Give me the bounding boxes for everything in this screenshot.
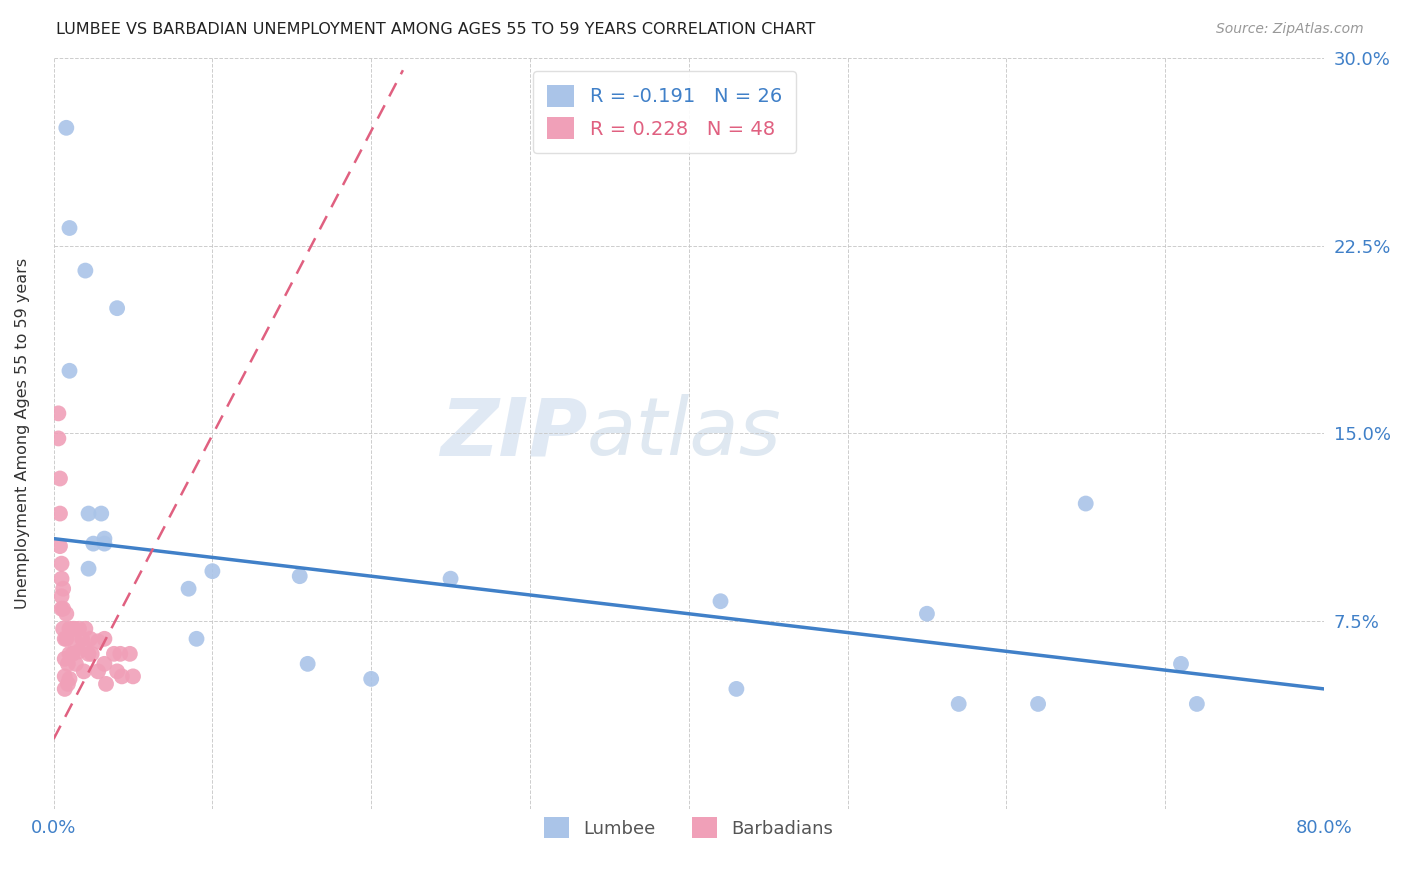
Point bbox=[439, 572, 461, 586]
Point bbox=[58, 221, 80, 235]
Point bbox=[87, 665, 110, 679]
Point bbox=[49, 539, 72, 553]
Point bbox=[58, 647, 80, 661]
Point bbox=[73, 640, 96, 654]
Point bbox=[118, 647, 141, 661]
Point bbox=[55, 607, 77, 621]
Legend: Lumbee, Barbadians: Lumbee, Barbadians bbox=[537, 810, 841, 846]
Point bbox=[948, 697, 970, 711]
Point bbox=[93, 632, 115, 646]
Point bbox=[70, 632, 93, 646]
Point bbox=[53, 632, 76, 646]
Point bbox=[105, 301, 128, 315]
Point bbox=[201, 564, 224, 578]
Point bbox=[62, 647, 84, 661]
Point bbox=[55, 120, 77, 135]
Point bbox=[49, 471, 72, 485]
Point bbox=[297, 657, 319, 671]
Point bbox=[1170, 657, 1192, 671]
Point bbox=[48, 432, 70, 446]
Point bbox=[48, 406, 70, 420]
Point bbox=[53, 669, 76, 683]
Point bbox=[87, 634, 110, 648]
Point bbox=[52, 601, 75, 615]
Point bbox=[103, 647, 125, 661]
Point bbox=[56, 677, 79, 691]
Point bbox=[51, 589, 73, 603]
Point bbox=[79, 632, 101, 646]
Text: Source: ZipAtlas.com: Source: ZipAtlas.com bbox=[1216, 22, 1364, 37]
Point bbox=[915, 607, 938, 621]
Point bbox=[52, 622, 75, 636]
Point bbox=[288, 569, 311, 583]
Point bbox=[360, 672, 382, 686]
Point bbox=[67, 622, 90, 636]
Point bbox=[82, 536, 104, 550]
Point bbox=[77, 507, 100, 521]
Point bbox=[1074, 497, 1097, 511]
Point bbox=[53, 652, 76, 666]
Point bbox=[56, 657, 79, 671]
Point bbox=[1026, 697, 1049, 711]
Text: LUMBEE VS BARBADIAN UNEMPLOYMENT AMONG AGES 55 TO 59 YEARS CORRELATION CHART: LUMBEE VS BARBADIAN UNEMPLOYMENT AMONG A… bbox=[56, 22, 815, 37]
Point bbox=[75, 622, 97, 636]
Point bbox=[58, 622, 80, 636]
Point bbox=[51, 572, 73, 586]
Point bbox=[709, 594, 731, 608]
Point bbox=[73, 665, 96, 679]
Point bbox=[77, 562, 100, 576]
Point bbox=[51, 601, 73, 615]
Point bbox=[58, 364, 80, 378]
Point bbox=[93, 532, 115, 546]
Point bbox=[111, 669, 134, 683]
Point bbox=[51, 557, 73, 571]
Point bbox=[80, 647, 103, 661]
Point bbox=[186, 632, 208, 646]
Point bbox=[93, 657, 115, 671]
Y-axis label: Unemployment Among Ages 55 to 59 years: Unemployment Among Ages 55 to 59 years bbox=[15, 258, 30, 609]
Point bbox=[67, 644, 90, 658]
Point bbox=[122, 669, 145, 683]
Point bbox=[52, 582, 75, 596]
Point bbox=[725, 681, 748, 696]
Point bbox=[65, 657, 87, 671]
Point bbox=[93, 536, 115, 550]
Point bbox=[63, 622, 86, 636]
Point bbox=[77, 647, 100, 661]
Point bbox=[94, 677, 117, 691]
Point bbox=[177, 582, 200, 596]
Point bbox=[55, 632, 77, 646]
Point bbox=[53, 681, 76, 696]
Text: ZIP: ZIP bbox=[440, 394, 588, 473]
Point bbox=[58, 672, 80, 686]
Text: atlas: atlas bbox=[588, 394, 782, 473]
Point bbox=[62, 622, 84, 636]
Point bbox=[1185, 697, 1208, 711]
Point bbox=[90, 507, 112, 521]
Point bbox=[105, 665, 128, 679]
Point bbox=[65, 634, 87, 648]
Point bbox=[49, 507, 72, 521]
Point bbox=[75, 263, 97, 277]
Point bbox=[110, 647, 132, 661]
